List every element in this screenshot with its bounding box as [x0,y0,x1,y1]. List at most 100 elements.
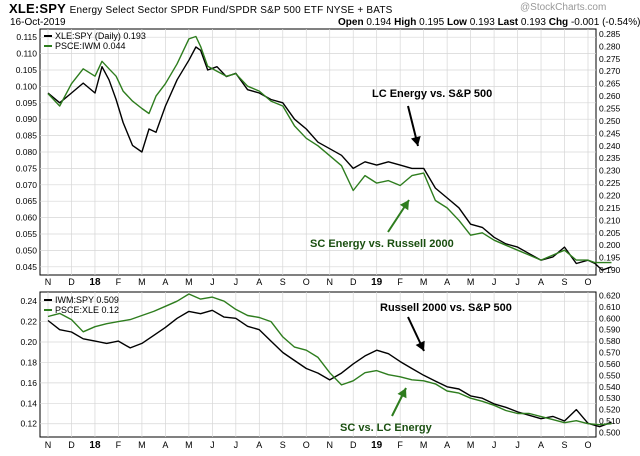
series-line-psce-iwm [47,35,612,264]
x-tick-label: N [326,440,333,450]
x-tick-label: D [350,277,357,287]
right-tick-label: 0.280 [599,41,621,51]
left-tick-label: 0.20 [20,337,37,347]
right-tick-label: 0.285 [599,29,621,39]
right-tick-label: 0.600 [599,313,621,323]
x-tick-label: N [45,440,52,450]
left-tick-label: 0.115 [16,32,37,42]
x-tick-label: J [492,440,497,450]
right-tick-label: 0.270 [599,66,621,76]
legend-label: PSCE:XLE 0.12 [55,305,119,315]
x-tick-label: O [584,440,591,450]
x-tick-label: 19 [371,277,383,288]
annotation-label: SC vs. LC Energy [340,422,433,434]
x-tick-label: 19 [371,440,383,451]
right-tick-label: 0.540 [599,382,621,392]
legend-label: XLE:SPY (Daily) 0.193 [55,31,146,41]
x-tick-label: A [444,277,450,287]
right-tick-label: 0.530 [599,393,621,403]
x-tick-label: J [210,277,215,287]
left-tick-label: 0.090 [16,114,38,124]
x-tick-label: N [326,277,333,287]
chart-panel-1: 0.115 0.110 0.105 0.100 0.095 0.090 0.085 0.080… [16,28,621,288]
x-tick-label: J [210,440,215,450]
left-tick-label: 0.095 [16,98,38,108]
left-tick-label: 0.085 [16,131,38,141]
plot-area [39,291,597,438]
right-tick-label: 0.240 [599,141,621,151]
x-tick-label: D [350,440,357,450]
watermark: @StockCharts.com [520,2,607,13]
last-value: 0.193 [520,17,546,28]
open-label: Open [338,17,364,28]
x-tick-label: S [280,277,286,287]
x-tick-label: F [397,440,403,450]
right-tick-label: 0.195 [599,253,621,263]
left-tick-label: 0.075 [16,163,38,173]
x-tick-label: A [538,277,544,287]
right-tick-label: 0.570 [599,348,621,358]
x-tick-label: A [256,440,262,450]
x-tick-label: O [303,277,310,287]
x-tick-label: J [234,440,239,450]
annotation-label: Russell 2000 vs. S&P 500 [380,302,512,314]
right-tick-label: 0.560 [599,359,621,369]
arrow-icon-sc-vs-lc [391,387,407,417]
low-label: Low [446,17,467,28]
annotation-label: SC Energy vs. Russell 2000 [310,238,454,250]
x-tick-label: S [562,440,568,450]
right-tick-label: 0.190 [599,265,621,275]
x-tick-label: F [116,440,122,450]
right-tick-label: 0.520 [599,405,621,415]
right-tick-label: 0.610 [599,302,621,312]
left-tick-label: 0.070 [16,180,38,190]
right-tick-label: 0.550 [599,370,621,380]
right-tick-label: 0.205 [599,228,621,238]
right-tick-label: 0.255 [599,104,621,114]
left-tick-label: 0.065 [16,196,38,206]
chart-symbol: XLE:SPY Energy Select Sector SPDR Fund/S… [9,1,393,16]
ohlc-readout: Open 0.194 High 0.195 Low 0.193 Last 0.1… [338,17,640,28]
right-tick-label: 0.250 [599,116,621,126]
x-tick-label: A [538,440,544,450]
x-tick-label: M [185,440,193,450]
x-tick-label: O [584,277,591,287]
arrow-icon-russell [407,316,425,352]
x-tick-label: M [420,277,428,287]
x-tick-label: A [256,277,262,287]
x-tick-label: N [45,277,52,287]
legend-label: PSCE:IWM 0.044 [55,41,126,51]
symbol-description: Energy Select Sector SPDR Fund/SPDR S&P … [69,5,393,16]
right-tick-label: 0.620 [599,290,621,300]
right-tick-label: 0.245 [599,128,621,138]
x-tick-label: J [234,277,239,287]
high-value: 0.195 [419,17,445,28]
series-line-iwm-spy [47,309,612,428]
left-tick-label: 0.22 [20,317,37,327]
left-tick-label: 0.060 [16,213,38,223]
x-tick-label: A [162,440,168,450]
x-tick-label: M [185,277,193,287]
left-tick-label: 0.045 [16,262,38,272]
left-tick-label: 0.14 [20,398,37,408]
right-tick-label: 0.230 [599,166,621,176]
x-tick-label: O [303,440,310,450]
right-tick-label: 0.235 [599,153,621,163]
left-tick-label: 0.110 [16,49,37,59]
arrow-icon-sc-energy [387,199,410,233]
chg-label: Chg [548,17,569,28]
right-tick-label: 0.220 [599,190,621,200]
open-value: 0.194 [366,17,392,28]
x-tick-label: S [562,277,568,287]
right-tick-label: 0.260 [599,91,621,101]
right-tick-label: 0.510 [599,416,621,426]
right-tick-label: 0.580 [599,336,621,346]
right-tick-label: 0.590 [599,325,621,335]
chart-date: 16-Oct-2019 [10,17,66,28]
series-line-xle-spy-daily- [47,46,612,271]
x-tick-label: S [280,440,286,450]
symbol-text: XLE:SPY [9,1,66,16]
right-tick-label: 0.200 [599,240,621,250]
x-tick-label: A [162,277,168,287]
